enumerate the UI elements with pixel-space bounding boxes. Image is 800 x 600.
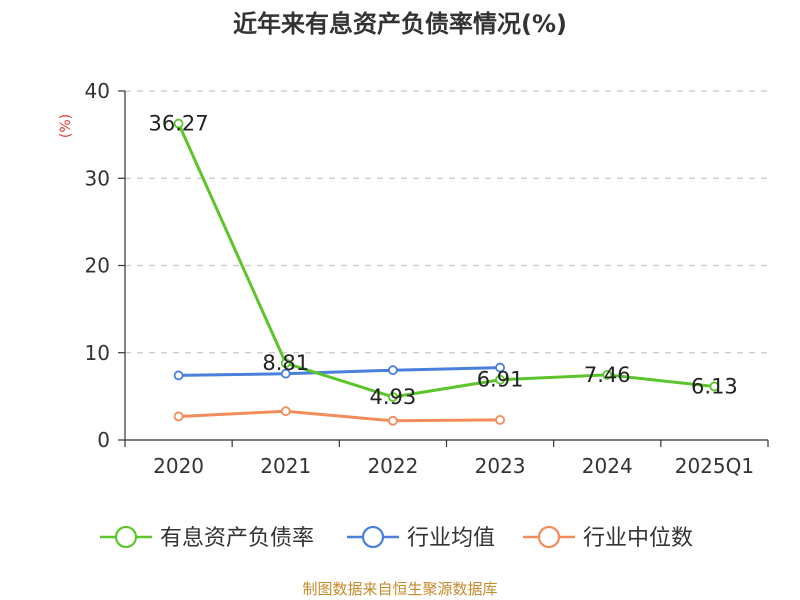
x-tick-label: 2021 [260,454,311,478]
data-label: 8.81 [262,351,309,375]
y-tick-label: 20 [85,254,110,278]
data-point [602,370,613,380]
data-point [280,406,291,417]
x-tick-label: 2020 [153,454,204,478]
data-point [173,370,184,381]
data-label: 4.93 [370,385,417,409]
data-point [173,411,184,422]
legend-marker [114,525,138,549]
data-point [280,358,291,369]
data-labels: 36.27 8.81 4.93 6.91 7.46 6.13 [149,112,738,409]
legend-item: 行业中位数 [523,525,693,551]
data-label: 6.91 [477,368,524,392]
legend-label: 有息资产负债率 [160,526,314,551]
legend-item: 有息资产负债率 [100,525,314,551]
chart-title: 近年来有息资产负债率情况(%) [233,10,567,38]
legend-label: 行业均值 [407,526,495,551]
legend-item: 行业均值 [347,525,495,551]
legend-marker [537,525,561,549]
axes: 0 10 20 30 40 (%) 2020 2021 2022 2023 2024 2025Q1 [58,79,769,478]
series-line-2 [178,409,501,423]
series-line-1 [178,366,501,377]
data-point [280,368,291,379]
data-point [709,381,720,392]
y-tick-label: 30 [85,166,110,190]
data-point [388,415,398,426]
x-tick-label: 2024 [582,454,633,478]
legend: 有息资产负债率 行业均值 行业中位数 [100,525,693,551]
data-point [388,392,398,402]
data-label: 36.27 [149,112,209,136]
data-point [495,374,505,385]
legend-label: 行业中位数 [583,526,693,551]
data-point [388,365,398,376]
y-axis-label: (%) [58,114,74,138]
x-tick-label: 2025Q1 [675,454,754,478]
data-point [173,118,184,129]
y-tick-label: 40 [85,79,110,103]
legend-marker [361,525,385,549]
data-point [495,415,505,425]
series-line-0 [177,122,715,399]
data-label: 6.13 [691,375,738,399]
y-tick-label: 10 [85,341,110,365]
series-layer [173,118,720,426]
data-label: 7.46 [584,363,631,387]
y-tick-label: 0 [97,428,110,452]
data-point [495,362,505,373]
x-tick-label: 2022 [367,454,418,478]
source-footer: 制图数据来自恒生聚源数据库 [302,580,498,598]
x-tick-label: 2023 [475,454,526,478]
